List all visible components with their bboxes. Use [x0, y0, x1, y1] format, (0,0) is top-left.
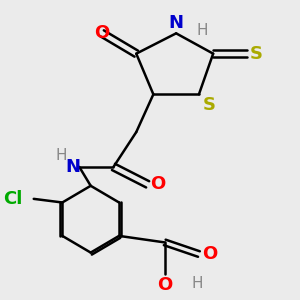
- Text: Cl: Cl: [3, 190, 22, 208]
- Text: O: O: [202, 245, 217, 263]
- Text: S: S: [203, 96, 216, 114]
- Text: H: H: [55, 148, 67, 163]
- Text: N: N: [66, 158, 81, 176]
- Text: N: N: [169, 14, 184, 32]
- Text: H: H: [192, 276, 203, 291]
- Text: H: H: [196, 23, 208, 38]
- Text: O: O: [94, 24, 110, 42]
- Text: O: O: [151, 175, 166, 193]
- Text: S: S: [250, 45, 263, 63]
- Text: O: O: [157, 276, 172, 294]
